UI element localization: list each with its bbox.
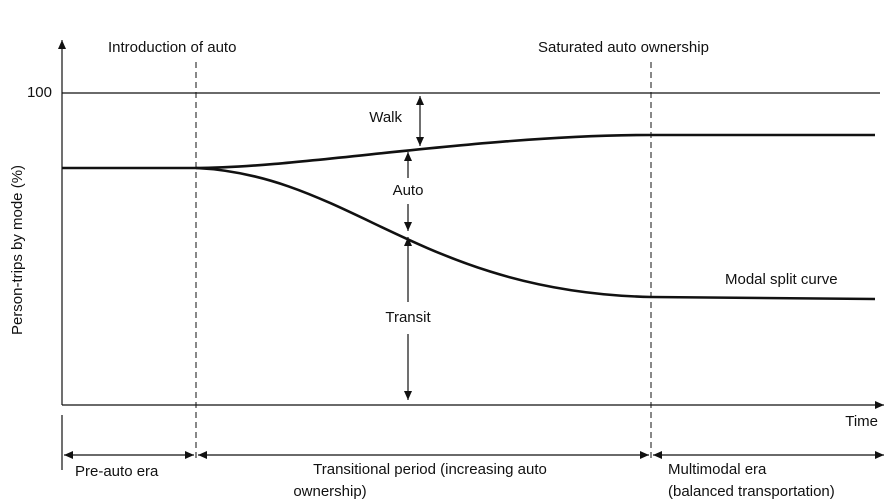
period-label: (balanced transportation) (668, 483, 835, 500)
period-label: Pre-auto era (75, 463, 159, 480)
annotation: Walk (369, 109, 402, 126)
x-label: Time (845, 413, 878, 430)
annotation: Transit (385, 309, 431, 326)
axes (58, 40, 884, 470)
period-label: Transitional period (increasing auto (313, 461, 547, 478)
modal-split-curve (195, 166, 876, 301)
period-label: Multimodal era (668, 461, 767, 478)
annotation: Saturated auto ownership (538, 39, 709, 56)
upper-curve (62, 133, 875, 170)
y-label: Person-trips by mode (%) (9, 165, 26, 335)
tick-label: 100 (27, 84, 52, 101)
annotation: Introduction of auto (108, 39, 236, 56)
annotation: Auto (393, 182, 424, 199)
annotation: Modal split curve (725, 271, 838, 288)
period-label: ownership) (293, 483, 366, 500)
